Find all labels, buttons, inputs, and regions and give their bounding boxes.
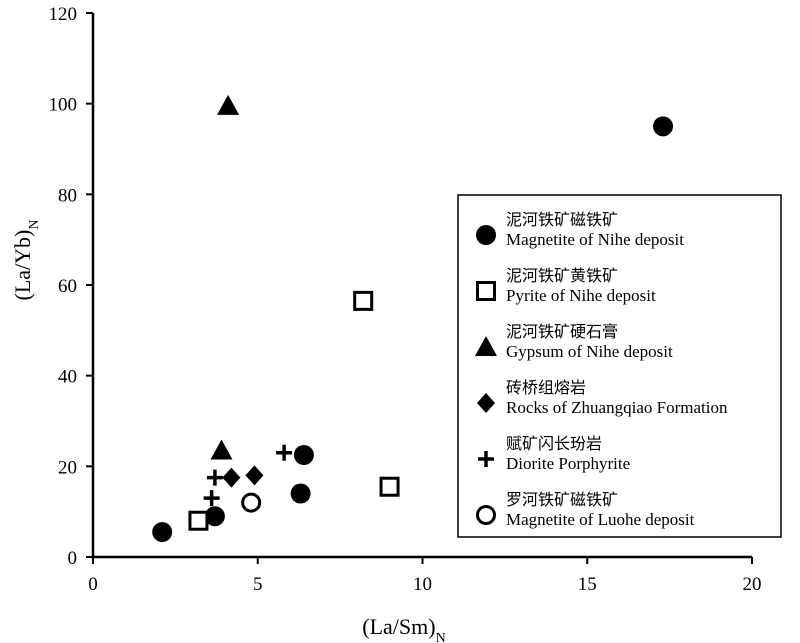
y-tick-label: 80 [58, 185, 77, 206]
data-point-series-1 [204, 506, 225, 527]
data-point-series-2 [188, 510, 209, 531]
legend-label-cn: 砖桥组熔岩 [506, 378, 586, 397]
y-tick-label: 0 [68, 548, 78, 569]
data-point-series-1 [653, 116, 674, 137]
legend-label-cn: 泥河铁矿黄铁矿 [506, 266, 618, 285]
data-point-series-3 [217, 94, 240, 115]
legend-marker-6 [476, 505, 496, 525]
axis-labels: (La/Sm)N (La/Yb)N [10, 220, 446, 643]
data-point-series-1 [293, 445, 314, 465]
legend-label-cn: 泥河铁矿硬石膏 [506, 322, 618, 341]
x-axis-label: (La/Sm)N [362, 614, 445, 643]
legend-label-en: Pyrite of Nihe deposit [506, 286, 656, 305]
legend-label-en: Magnetite of Luohe deposit [506, 510, 695, 529]
data-points [152, 94, 674, 543]
legend-label-cn: 罗河铁矿磁铁矿 [506, 490, 618, 509]
y-tick-label: 100 [49, 95, 78, 116]
legend-label-cn: 赋矿闪长玢岩 [506, 434, 602, 453]
data-point-series-4 [245, 465, 264, 486]
x-tick-label: 0 [88, 574, 98, 595]
legend-label-en: Magnetite of Nihe deposit [506, 230, 684, 249]
y-tick-label: 20 [58, 457, 77, 478]
data-point-series-6 [241, 492, 262, 513]
legend-label-en: Diorite Porphyrite [506, 454, 630, 473]
legend-marker-4 [477, 393, 495, 413]
data-point-series-3 [210, 439, 233, 460]
legend-box [457, 194, 782, 538]
legend-label-en: Gypsum of Nihe deposit [506, 342, 673, 361]
y-tick-label: 120 [49, 4, 78, 25]
data-point-series-2 [353, 290, 374, 311]
legend-marker-2 [476, 281, 496, 301]
data-point-series-5 [206, 469, 223, 486]
x-tick-label: 15 [578, 574, 597, 595]
y-axis-label: (La/Yb)N [10, 220, 42, 301]
ticks: 0 5 10 15 20 0 20 40 60 80 100 120 [49, 4, 762, 595]
data-point-series-5 [203, 490, 220, 507]
data-point-series-1 [290, 483, 311, 504]
data-point-series-1 [152, 522, 173, 543]
x-tick-label: 5 [253, 574, 263, 595]
data-point-series-2 [379, 476, 400, 497]
legend-marker-3 [475, 336, 497, 356]
x-tick-label: 10 [413, 574, 432, 595]
y-tick-label: 40 [58, 367, 77, 388]
legend-label-en: Rocks of Zhuangqiao Formation [506, 398, 728, 417]
legend-marker-1 [476, 225, 496, 245]
data-point-series-4 [222, 467, 241, 488]
y-tick-label: 60 [58, 276, 77, 297]
legend-label-cn: 泥河铁矿磁铁矿 [506, 210, 618, 229]
legend-marker-5 [478, 451, 494, 467]
data-point-series-5 [276, 444, 293, 461]
x-tick-label: 20 [743, 574, 762, 595]
